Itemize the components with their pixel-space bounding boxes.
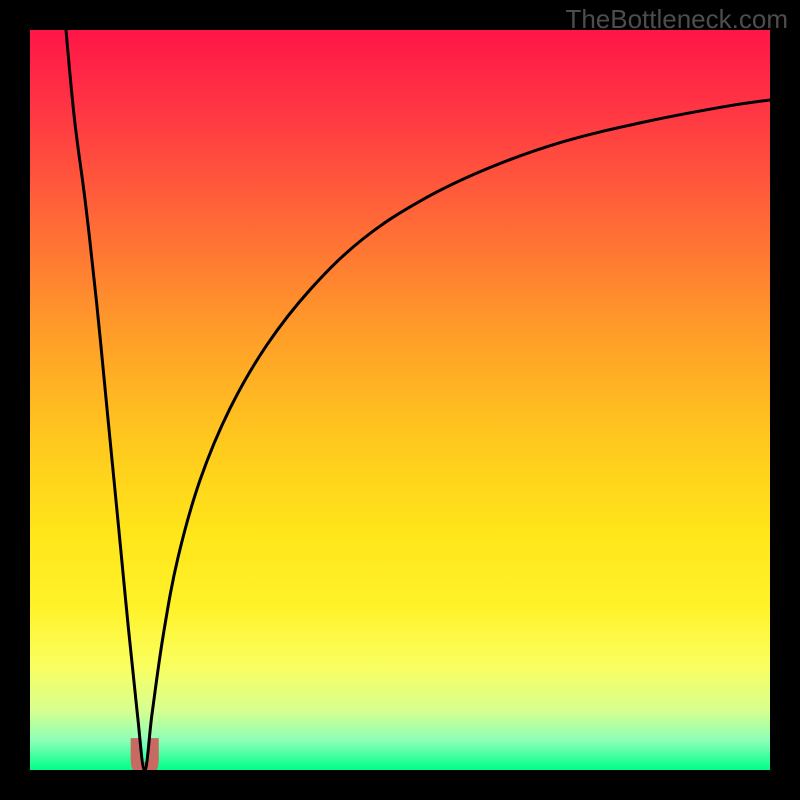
chart-svg (0, 0, 800, 800)
plot-background (30, 30, 770, 770)
chart-stage: TheBottleneck.com (0, 0, 800, 800)
